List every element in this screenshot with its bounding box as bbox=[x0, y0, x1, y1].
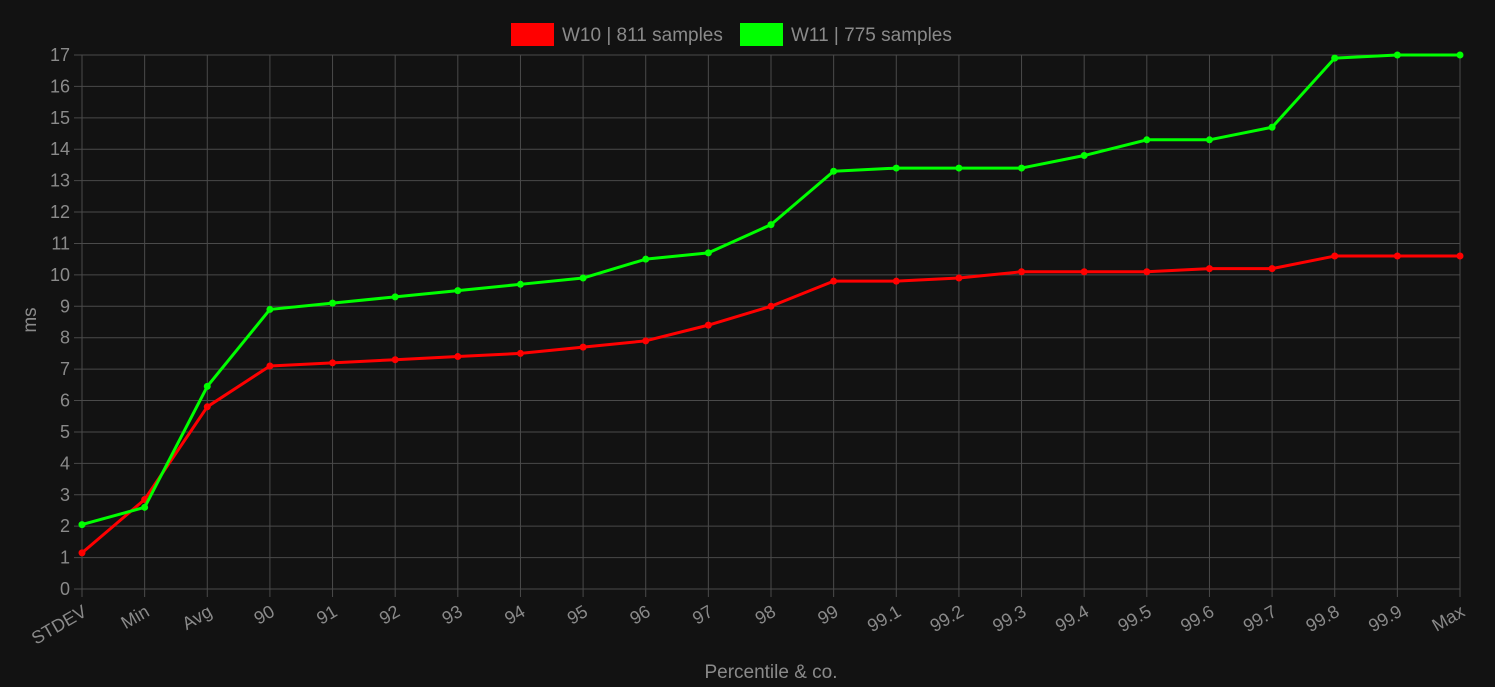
data-point[interactable] bbox=[892, 277, 900, 285]
data-point[interactable] bbox=[1080, 268, 1088, 276]
data-point[interactable] bbox=[1080, 152, 1088, 160]
data-point[interactable] bbox=[1268, 265, 1276, 273]
y-tick-label: 16 bbox=[50, 76, 70, 96]
x-tick-label: 99 bbox=[814, 601, 841, 628]
data-point[interactable] bbox=[1393, 51, 1401, 59]
y-tick-label: 13 bbox=[50, 171, 70, 191]
x-tick-label: 90 bbox=[251, 601, 278, 628]
data-point[interactable] bbox=[1018, 268, 1026, 276]
x-tick-label: Max bbox=[1429, 601, 1468, 635]
data-point[interactable] bbox=[78, 549, 86, 557]
data-point[interactable] bbox=[830, 277, 838, 285]
x-tick-label: 99.5 bbox=[1114, 601, 1154, 636]
series-lines bbox=[78, 51, 1464, 557]
data-point[interactable] bbox=[329, 299, 337, 307]
data-point[interactable] bbox=[203, 403, 211, 411]
x-tick-label: 91 bbox=[313, 601, 340, 628]
grid bbox=[74, 54, 1461, 597]
y-tick-label: 14 bbox=[50, 139, 70, 159]
data-point[interactable] bbox=[1456, 252, 1464, 260]
x-tick-label: 98 bbox=[752, 601, 779, 628]
data-point[interactable] bbox=[767, 302, 775, 310]
y-axis-title: ms bbox=[20, 307, 41, 332]
data-point[interactable] bbox=[642, 255, 650, 263]
x-tick-label: 92 bbox=[376, 601, 403, 628]
x-tick-label: 99.2 bbox=[927, 601, 967, 636]
data-point[interactable] bbox=[767, 221, 775, 229]
y-tick-label: 9 bbox=[60, 296, 70, 316]
y-tick-label: 1 bbox=[60, 548, 70, 568]
x-tick-label: 99.7 bbox=[1240, 601, 1280, 636]
data-point[interactable] bbox=[955, 274, 963, 282]
x-tick-label: 95 bbox=[564, 601, 591, 628]
data-point[interactable] bbox=[1331, 54, 1339, 62]
x-tick-label: 99.6 bbox=[1177, 601, 1217, 636]
x-tick-label: 99.3 bbox=[989, 601, 1029, 636]
data-point[interactable] bbox=[391, 293, 399, 301]
data-point[interactable] bbox=[1393, 252, 1401, 260]
data-point[interactable] bbox=[78, 521, 86, 529]
x-tick-label: 96 bbox=[626, 601, 653, 628]
data-point[interactable] bbox=[579, 274, 587, 282]
y-tick-label: 4 bbox=[60, 453, 70, 473]
data-point[interactable] bbox=[454, 287, 462, 295]
x-tick-label: 99.8 bbox=[1302, 601, 1342, 636]
data-point[interactable] bbox=[1143, 136, 1151, 144]
x-axis-ticks: STDEV Min Avg 90 91 92 93 94 95 96 97 98 99 99.1 99.2 9… bbox=[28, 601, 1468, 648]
legend[interactable]: W10 | 811 samples W11 | 775 samples bbox=[511, 23, 952, 46]
x-axis-title: Percentile & co. bbox=[704, 662, 837, 683]
x-tick-label: STDEV bbox=[28, 601, 90, 648]
data-point[interactable] bbox=[516, 280, 524, 288]
data-point[interactable] bbox=[454, 353, 462, 361]
x-tick-label: 99.4 bbox=[1052, 601, 1092, 636]
y-tick-label: 12 bbox=[50, 202, 70, 222]
y-tick-label: 10 bbox=[50, 265, 70, 285]
data-point[interactable] bbox=[1205, 136, 1213, 144]
y-tick-label: 7 bbox=[60, 359, 70, 379]
y-tick-label: 17 bbox=[50, 45, 70, 65]
data-point[interactable] bbox=[266, 305, 274, 313]
data-point[interactable] bbox=[1456, 51, 1464, 59]
data-point[interactable] bbox=[516, 349, 524, 357]
y-tick-label: 8 bbox=[60, 328, 70, 348]
legend-swatch[interactable] bbox=[511, 23, 554, 46]
x-tick-label: 94 bbox=[501, 601, 528, 628]
x-tick-label: 97 bbox=[689, 601, 716, 628]
legend-label[interactable]: W11 | 775 samples bbox=[791, 25, 952, 46]
x-tick-label: 93 bbox=[438, 601, 465, 628]
data-point[interactable] bbox=[704, 249, 712, 257]
data-point[interactable] bbox=[1205, 265, 1213, 273]
y-tick-label: 5 bbox=[60, 422, 70, 442]
x-tick-label: Avg bbox=[179, 601, 216, 634]
x-tick-label: 99.1 bbox=[864, 601, 904, 636]
y-tick-label: 3 bbox=[60, 485, 70, 505]
data-point[interactable] bbox=[1268, 123, 1276, 131]
y-tick-label: 15 bbox=[50, 108, 70, 128]
legend-label[interactable]: W10 | 811 samples bbox=[562, 25, 723, 46]
data-point[interactable] bbox=[579, 343, 587, 351]
legend-swatch[interactable] bbox=[740, 23, 783, 46]
data-point[interactable] bbox=[1331, 252, 1339, 260]
data-point[interactable] bbox=[266, 362, 274, 370]
y-tick-label: 11 bbox=[51, 233, 70, 253]
data-point[interactable] bbox=[203, 382, 211, 390]
y-tick-label: 2 bbox=[60, 516, 70, 536]
data-point[interactable] bbox=[1018, 164, 1026, 172]
data-point[interactable] bbox=[141, 503, 149, 511]
data-point[interactable] bbox=[955, 164, 963, 172]
y-tick-label: 0 bbox=[60, 579, 70, 599]
data-point[interactable] bbox=[1143, 268, 1151, 276]
data-point[interactable] bbox=[642, 337, 650, 345]
data-point[interactable] bbox=[704, 321, 712, 329]
data-point[interactable] bbox=[391, 356, 399, 364]
data-point[interactable] bbox=[329, 359, 337, 367]
x-tick-label: Min bbox=[118, 601, 153, 633]
x-tick-label: 99.9 bbox=[1365, 601, 1405, 636]
y-tick-label: 6 bbox=[60, 391, 70, 411]
data-point[interactable] bbox=[892, 164, 900, 172]
data-point[interactable] bbox=[830, 167, 838, 175]
